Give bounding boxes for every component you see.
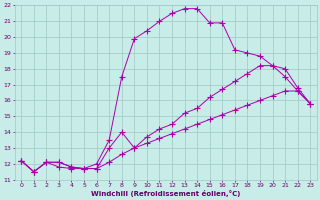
X-axis label: Windchill (Refroidissement éolien,°C): Windchill (Refroidissement éolien,°C) bbox=[91, 190, 240, 197]
